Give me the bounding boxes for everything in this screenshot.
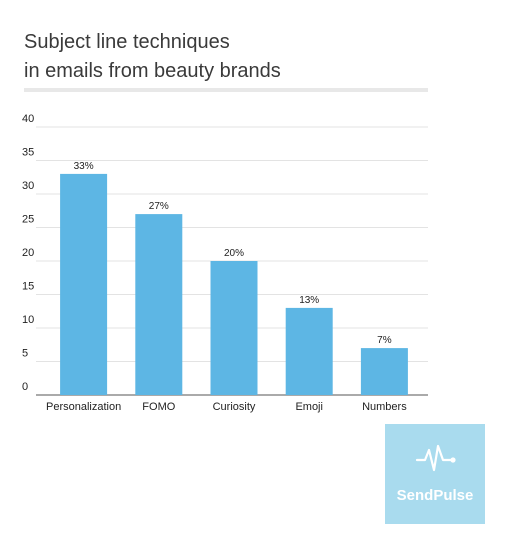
y-tick-label: 10 xyxy=(22,314,34,326)
data-label: 13% xyxy=(299,295,319,306)
y-tick-label: 20 xyxy=(22,247,34,259)
brand-name: SendPulse xyxy=(396,487,474,504)
bar xyxy=(360,348,408,395)
y-tick-label: 0 xyxy=(22,381,28,393)
y-tick-label: 40 xyxy=(22,113,34,125)
chart-title: Subject line techniques in emails from b… xyxy=(24,28,444,86)
x-tick-label: FOMO xyxy=(142,401,175,413)
bar-chart: 0 5 10 15 20 25 30 35 40 33% Personalization 27% FOM… xyxy=(22,113,428,413)
pulse-icon xyxy=(415,444,456,472)
data-label: 7% xyxy=(377,335,392,346)
bar xyxy=(60,173,108,395)
x-tick-label: Curiosity xyxy=(213,401,256,413)
bar xyxy=(135,214,183,395)
bar xyxy=(210,261,258,395)
y-tick-label: 5 xyxy=(22,348,28,360)
chart-title-line-1: Subject line techniques xyxy=(24,31,230,53)
data-label: 33% xyxy=(74,161,94,172)
y-tick-label: 25 xyxy=(22,214,34,226)
chart-title-line-2: in emails from beauty brands xyxy=(24,60,281,82)
sendpulse-logo: SendPulse xyxy=(385,424,485,524)
x-tick-label: Personalization xyxy=(46,401,121,413)
y-tick-label: 35 xyxy=(22,147,34,159)
data-label: 27% xyxy=(149,201,169,212)
x-tick-label: Emoji xyxy=(295,401,323,413)
y-tick-label: 30 xyxy=(22,180,34,192)
data-label: 20% xyxy=(224,248,244,259)
x-tick-label: Numbers xyxy=(362,401,407,413)
y-tick-label: 15 xyxy=(22,281,34,293)
bar xyxy=(285,307,333,395)
title-divider xyxy=(24,88,428,92)
